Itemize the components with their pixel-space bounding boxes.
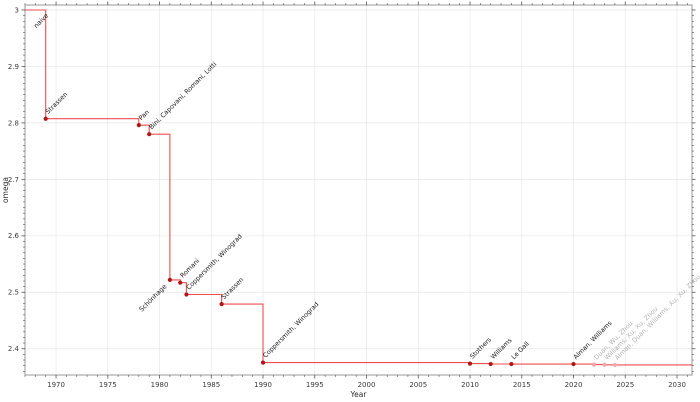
- x-tick-label: 1980: [151, 381, 169, 389]
- x-tick-label: 2020: [565, 381, 583, 389]
- step-line: [25, 9, 692, 366]
- x-tick-label: 2030: [668, 381, 686, 389]
- y-tick-label: 2.6: [8, 232, 20, 240]
- x-tick-label: 2000: [358, 381, 376, 389]
- x-tick-label: 2015: [513, 381, 531, 389]
- x-tick-label: 1985: [202, 381, 220, 389]
- data-point: [147, 132, 152, 137]
- point-label: Strassen: [220, 276, 245, 301]
- data-point: [602, 362, 607, 367]
- x-tick-label: 2025: [616, 381, 634, 389]
- point-label: naive: [32, 12, 50, 30]
- x-tick-label: 2005: [409, 381, 427, 389]
- data-point: [612, 362, 617, 368]
- x-tick-label: 1995: [306, 381, 324, 389]
- y-tick-label: 2.4: [8, 345, 20, 353]
- data-point: [178, 280, 183, 285]
- data-point: [219, 302, 224, 307]
- x-tick-label: 2010: [461, 381, 479, 389]
- point-label: Strassen: [44, 90, 69, 115]
- data-point: [467, 361, 473, 366]
- plot-area: [24, 4, 693, 376]
- point-label: Coppersmith, Winograd: [261, 300, 320, 359]
- y-tick-label: 2.5: [8, 289, 19, 297]
- data-point: [167, 277, 172, 282]
- data-point: [571, 361, 576, 367]
- y-tick-label: 2.7: [8, 176, 19, 184]
- data-point: [136, 123, 141, 128]
- data-point: [488, 361, 493, 367]
- y-tick-label: 2.8: [8, 119, 19, 127]
- x-tick-label: 1990: [254, 381, 272, 389]
- data-point: [260, 360, 266, 365]
- point-label: Le Gall: [510, 340, 531, 361]
- y-tick-label: 2.9: [8, 63, 19, 71]
- y-tick-label: 3: [15, 6, 19, 14]
- point-label: Bini, Capovani, Romani, Lotti: [147, 60, 218, 131]
- point-label: Williams, Xu, Xu, Zhou: [603, 305, 660, 362]
- data-point: [509, 361, 514, 367]
- data-point: [184, 292, 189, 297]
- x-axis-label: Year: [350, 390, 368, 399]
- x-tick-label: 1975: [99, 381, 117, 389]
- data-point: [592, 362, 597, 367]
- point-label: Schönhage: [138, 283, 169, 314]
- x-tick-label: 1970: [47, 381, 65, 389]
- y-axis-label: omega: [1, 177, 10, 203]
- data-point: [43, 116, 48, 121]
